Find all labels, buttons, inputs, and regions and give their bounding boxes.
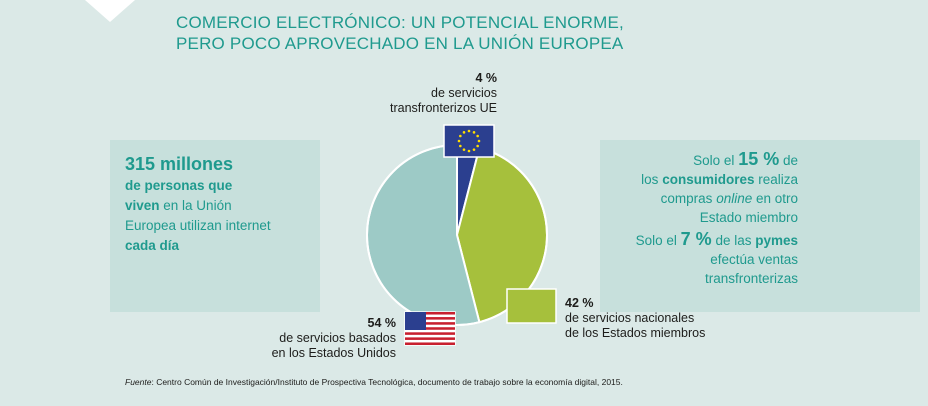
eu-description: de servicios transfronterizos UE <box>360 86 497 116</box>
eu-star <box>472 148 476 151</box>
eu-star <box>462 148 466 151</box>
us-stripe <box>405 312 455 315</box>
s1-l2-bold: consumidores <box>662 172 755 187</box>
left-info-panel <box>110 140 320 312</box>
eu-star <box>457 139 461 143</box>
s1-l3-post: en otro <box>752 191 798 206</box>
eu-percent: 4 % <box>475 71 497 85</box>
source-text: : Centro Común de Investigación/Institut… <box>151 377 623 387</box>
eu-star <box>467 129 471 133</box>
eu-desc-line-2: transfronterizos UE <box>390 101 497 115</box>
us-stripe <box>405 332 455 335</box>
us-percent: 54 % <box>367 316 397 330</box>
national-label: 42 % de servicios nacionales de los Esta… <box>565 296 705 341</box>
national-desc-line-1: de servicios nacionales <box>565 311 695 325</box>
s1-l4: Estado miembro <box>699 210 798 225</box>
source-label: Fuente <box>125 377 152 387</box>
right-info-panel <box>600 140 920 312</box>
eu-label: 4 % <box>440 71 497 86</box>
left-line-3: Europea utilizan internet <box>125 218 271 233</box>
us-stripe <box>405 337 455 340</box>
page-title: COMERCIO ELECTRÓNICO: UN POTENCIAL ENORM… <box>176 12 624 54</box>
left-line-2-bold: viven <box>125 198 160 213</box>
left-line-1: de personas que <box>125 178 233 193</box>
s1-l3-em: online <box>716 191 753 206</box>
us-stripe <box>405 317 455 320</box>
s2-pre: Solo el <box>635 233 681 248</box>
consumers-percent: 15 % <box>738 149 780 169</box>
s1-l2-pre: los <box>641 172 663 187</box>
us-desc-line-2: en los Estados Unidos <box>271 346 396 360</box>
pie-slices <box>365 143 548 326</box>
consumers-stat-text: Solo el 15 % de los consumidores realiza… <box>610 150 798 227</box>
us-stripe <box>405 327 455 330</box>
s2-l2: efectúa ventas <box>710 252 798 267</box>
title-line-1: COMERCIO ELECTRÓNICO: UN POTENCIAL ENORM… <box>176 13 624 32</box>
internet-users-figure: 315 millones <box>125 154 234 174</box>
us-desc-line-1: de servicios basados <box>279 331 396 345</box>
us-label: 54 % de servicios basados en los Estados… <box>250 316 396 361</box>
eu-star <box>477 139 481 143</box>
national-swatch-icon <box>506 288 557 324</box>
eu-star <box>459 144 462 148</box>
left-line-2-rest: en la Unión <box>159 198 232 213</box>
sme-percent: 7 % <box>680 229 712 249</box>
sme-stat-text: Solo el 7 % de las pymes efectúa ventas … <box>610 230 798 288</box>
eu-star <box>462 131 466 134</box>
corner-notch-decoration <box>85 0 135 22</box>
s1-l2-post: realiza <box>754 172 798 187</box>
s2-bold: pymes <box>755 233 798 248</box>
eu-star <box>476 134 479 138</box>
eu-star <box>476 144 479 148</box>
eu-flag-icon <box>443 124 495 158</box>
national-percent: 42 % <box>565 296 594 310</box>
title-line-2: PERO POCO APROVECHADO EN LA UNIÓN EUROPE… <box>176 34 624 53</box>
national-desc-line-2: de los Estados miembros <box>565 326 706 340</box>
s2-mid: de las <box>711 233 756 248</box>
left-info-text: 315 millones de personas que viven en la… <box>125 152 310 256</box>
source-note: Fuente: Centro Común de Investigación/In… <box>125 377 623 387</box>
eu-desc-line-1: de servicios <box>431 86 497 100</box>
s1-pre: Solo el <box>693 153 739 168</box>
us-stripe <box>405 322 455 325</box>
eu-star <box>467 149 471 153</box>
us-flag-icon <box>404 311 456 346</box>
s1-post: de <box>779 153 798 168</box>
us-stripe <box>405 342 455 345</box>
s2-l3: transfronterizas <box>704 271 798 286</box>
eu-star <box>459 134 462 138</box>
left-line-4: cada día <box>125 238 180 253</box>
s1-l3-pre: compras <box>660 191 717 206</box>
eu-star <box>472 131 476 134</box>
